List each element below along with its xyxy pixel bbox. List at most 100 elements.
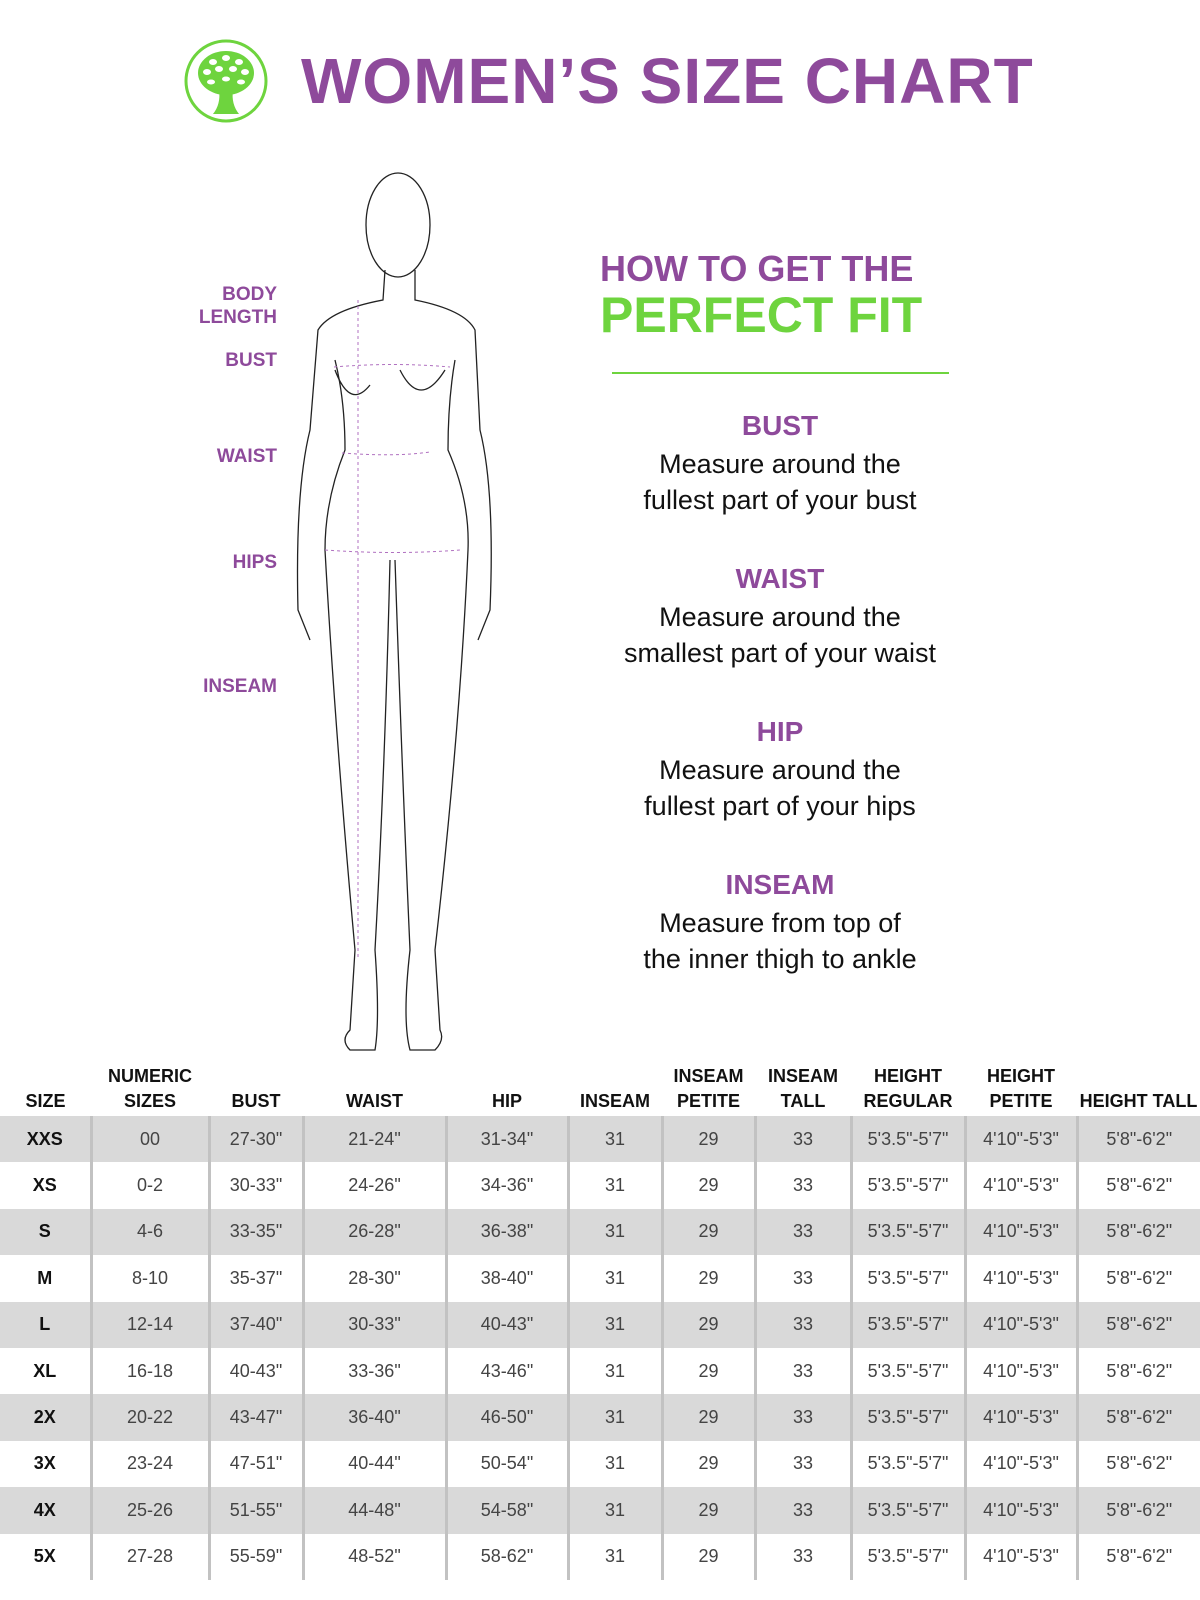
- table-cell: 29: [660, 1162, 755, 1209]
- table-row: M 8-10 35-37" 28-30" 38-40" 31 29 33 5'3.5"-5'7"…: [0, 1255, 1200, 1302]
- table-cell: XL: [33, 1360, 57, 1381]
- tip-desc: Measure around the: [659, 755, 901, 785]
- column-header: HEIGHT PETITE: [986, 1066, 1055, 1111]
- table-cell: 33: [753, 1347, 851, 1395]
- tip-desc: the inner thigh to ankle: [643, 944, 917, 974]
- table-cell: 33-36": [301, 1347, 446, 1395]
- column-header: HEIGHT REGULAR: [863, 1066, 953, 1111]
- label-hips: HIPS: [232, 552, 277, 573]
- table-cell: 30-33": [207, 1162, 303, 1209]
- tip-title: INSEAM: [725, 869, 835, 900]
- how-to-line2: PERFECT FIT: [600, 287, 923, 343]
- column-header: WAIST: [346, 1091, 403, 1111]
- table-cell: 5'3.5"-5'7": [849, 1394, 965, 1441]
- table-cell: 4'10"-5'3": [963, 1533, 1077, 1580]
- table-cell: 29: [660, 1208, 755, 1256]
- table-cell: 31: [566, 1533, 662, 1580]
- table-cell: 0-2: [89, 1162, 209, 1209]
- table-row: XS 0-2 30-33" 24-26" 34-36" 31 29 33 5'3.5"-5'7"…: [0, 1162, 1200, 1209]
- table-cell: 4'10"-5'3": [963, 1255, 1077, 1302]
- column-header: INSEAM: [579, 1091, 650, 1111]
- table-cell: 27-28: [89, 1533, 209, 1580]
- table-cell: 29: [660, 1533, 755, 1580]
- table-cell: 5'3.5"-5'7": [849, 1255, 965, 1302]
- table-cell: 43-47": [207, 1394, 303, 1441]
- table-cell: 31: [566, 1347, 662, 1395]
- table-cell: 33: [753, 1116, 851, 1163]
- table-cell: 33: [753, 1162, 851, 1209]
- table-cell: 29: [660, 1487, 755, 1534]
- table-cell: 5'8"-6'2": [1075, 1208, 1200, 1256]
- table-cell: 26-28": [301, 1208, 446, 1256]
- table-cell: 4'10"-5'3": [963, 1487, 1077, 1534]
- table-cell: 40-43": [207, 1347, 303, 1395]
- table-cell: 33: [753, 1533, 851, 1580]
- table-cell: 51-55": [207, 1487, 303, 1534]
- label-waist: WAIST: [216, 446, 277, 467]
- table-cell: 33-35": [207, 1208, 303, 1256]
- table-cell: 25-26: [89, 1487, 209, 1534]
- table-cell: 27-30": [207, 1116, 303, 1163]
- table-cell: 2X: [0, 1394, 91, 1441]
- table-cell: 40-43": [444, 1301, 568, 1348]
- how-to-heading: HOW TO GET THE PERFECT FIT: [600, 248, 950, 344]
- table-cell: 5'3.5"-5'7": [849, 1533, 965, 1580]
- table-row: 2X 20-22 43-47" 36-40" 46-50" 31 29 33 5'3.5"-5'…: [0, 1394, 1200, 1441]
- table-cell: 48-52": [301, 1533, 446, 1580]
- table-cell: 40-44": [301, 1440, 446, 1488]
- table-cell: 5'8"-6'2": [1075, 1394, 1200, 1441]
- table-cell: XS: [32, 1175, 57, 1196]
- table-cell: XXS: [0, 1116, 91, 1163]
- table-cell: 33: [753, 1440, 851, 1488]
- tip-desc: Measure around the: [659, 602, 901, 632]
- table-cell: 5'3.5"-5'7": [849, 1487, 965, 1534]
- tip-desc: fullest part of your hips: [644, 791, 916, 821]
- table-cell: 31: [566, 1116, 662, 1163]
- tip-title: BUST: [741, 410, 819, 441]
- page-title: WOMEN’S SIZE CHART: [301, 45, 1034, 117]
- column-header: SIZE: [25, 1091, 66, 1111]
- table-cell: 43-46": [444, 1347, 568, 1395]
- table-cell: 29: [660, 1255, 755, 1302]
- table-cell: 33: [753, 1208, 851, 1256]
- table-cell: 35-37": [207, 1255, 303, 1302]
- table-cell: 44-48": [301, 1487, 446, 1534]
- table-cell: 5'8"-6'2": [1075, 1440, 1200, 1488]
- table-cell: 34-36": [444, 1162, 568, 1209]
- table-cell: 3X: [33, 1453, 56, 1474]
- table-cell: 33: [753, 1301, 851, 1348]
- body-figure-illustration: [296, 172, 492, 1051]
- table-cell: 16-18: [89, 1347, 209, 1395]
- table-cell: 00: [89, 1116, 209, 1163]
- column-header: BUST: [231, 1091, 281, 1111]
- table-cell: 29: [660, 1394, 755, 1441]
- table-cell: 5'8"-6'2": [1075, 1116, 1200, 1163]
- table-cell: 31: [566, 1255, 662, 1302]
- table-row: S 4-6 33-35" 26-28" 36-38" 31 29 33 5'3.5"-5'7" 4…: [0, 1208, 1200, 1256]
- tip-title: HIP: [756, 716, 804, 747]
- table-cell: 36-38": [444, 1208, 568, 1256]
- table-cell: 38-40": [444, 1255, 568, 1302]
- table-cell: S: [0, 1208, 91, 1256]
- tip-inseam: INSEAM Measure from top of the inner thi…: [580, 869, 980, 977]
- table-cell: 31: [566, 1394, 662, 1441]
- table-row: 3X 23-24 47-51" 40-44" 50-54" 31 29 33 5'3.5"-5'…: [0, 1440, 1200, 1488]
- tip-hip: HIP Measure around the fullest part of y…: [580, 716, 980, 824]
- table-cell: 47-51": [207, 1440, 303, 1488]
- table-cell: 31: [566, 1301, 662, 1348]
- tip-desc: Measure around the: [659, 449, 901, 479]
- table-cell: 37-40": [207, 1301, 303, 1348]
- table-cell: 28-30": [301, 1255, 446, 1302]
- column-header: INSEAM PETITE: [673, 1066, 744, 1111]
- table-cell: 5'8"-6'2": [1075, 1301, 1200, 1348]
- table-cell: 5'8"-6'2": [1075, 1347, 1200, 1395]
- tip-desc: Measure from top of: [659, 908, 901, 938]
- table-cell: 20-22: [89, 1394, 209, 1441]
- table-cell: 5'3.5"-5'7": [849, 1162, 965, 1209]
- table-cell: 4'10"-5'3": [963, 1440, 1077, 1488]
- table-cell: 31: [566, 1487, 662, 1534]
- table-cell: 4'10"-5'3": [963, 1301, 1077, 1348]
- table-cell: 36-40": [301, 1394, 446, 1441]
- column-header: HEIGHT TALL: [1079, 1091, 1198, 1111]
- table-cell: 30-33": [301, 1301, 446, 1348]
